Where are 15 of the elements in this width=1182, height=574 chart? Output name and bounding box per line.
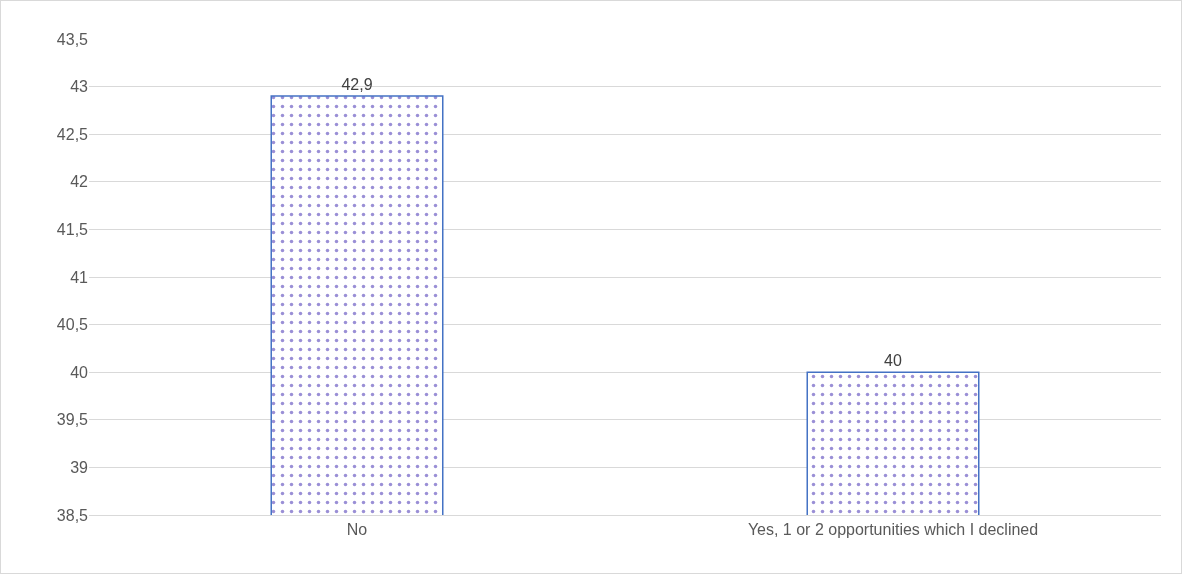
y-tick-label: 38,5	[56, 506, 89, 524]
x-tick-label: Yes, 1 or 2 opportunities which I declined	[747, 521, 1039, 539]
y-tick-label: 42	[70, 173, 89, 191]
y-tick-label: 43	[70, 78, 89, 96]
y-tick-label: 41,5	[56, 221, 89, 238]
y-tick-label: 39	[70, 459, 89, 476]
y-tick-label: 43,5	[56, 30, 89, 48]
data-label: 42,9	[341, 76, 373, 94]
y-tick-label: 39,5	[56, 411, 89, 429]
y-tick-label: 42,5	[56, 125, 89, 143]
data-label: 40	[884, 352, 902, 370]
x-tick-label: No	[346, 521, 368, 539]
y-tick-label: 40,5	[56, 316, 89, 334]
y-tick-label: 41	[70, 268, 89, 286]
y-tick-label: 40	[70, 363, 89, 381]
